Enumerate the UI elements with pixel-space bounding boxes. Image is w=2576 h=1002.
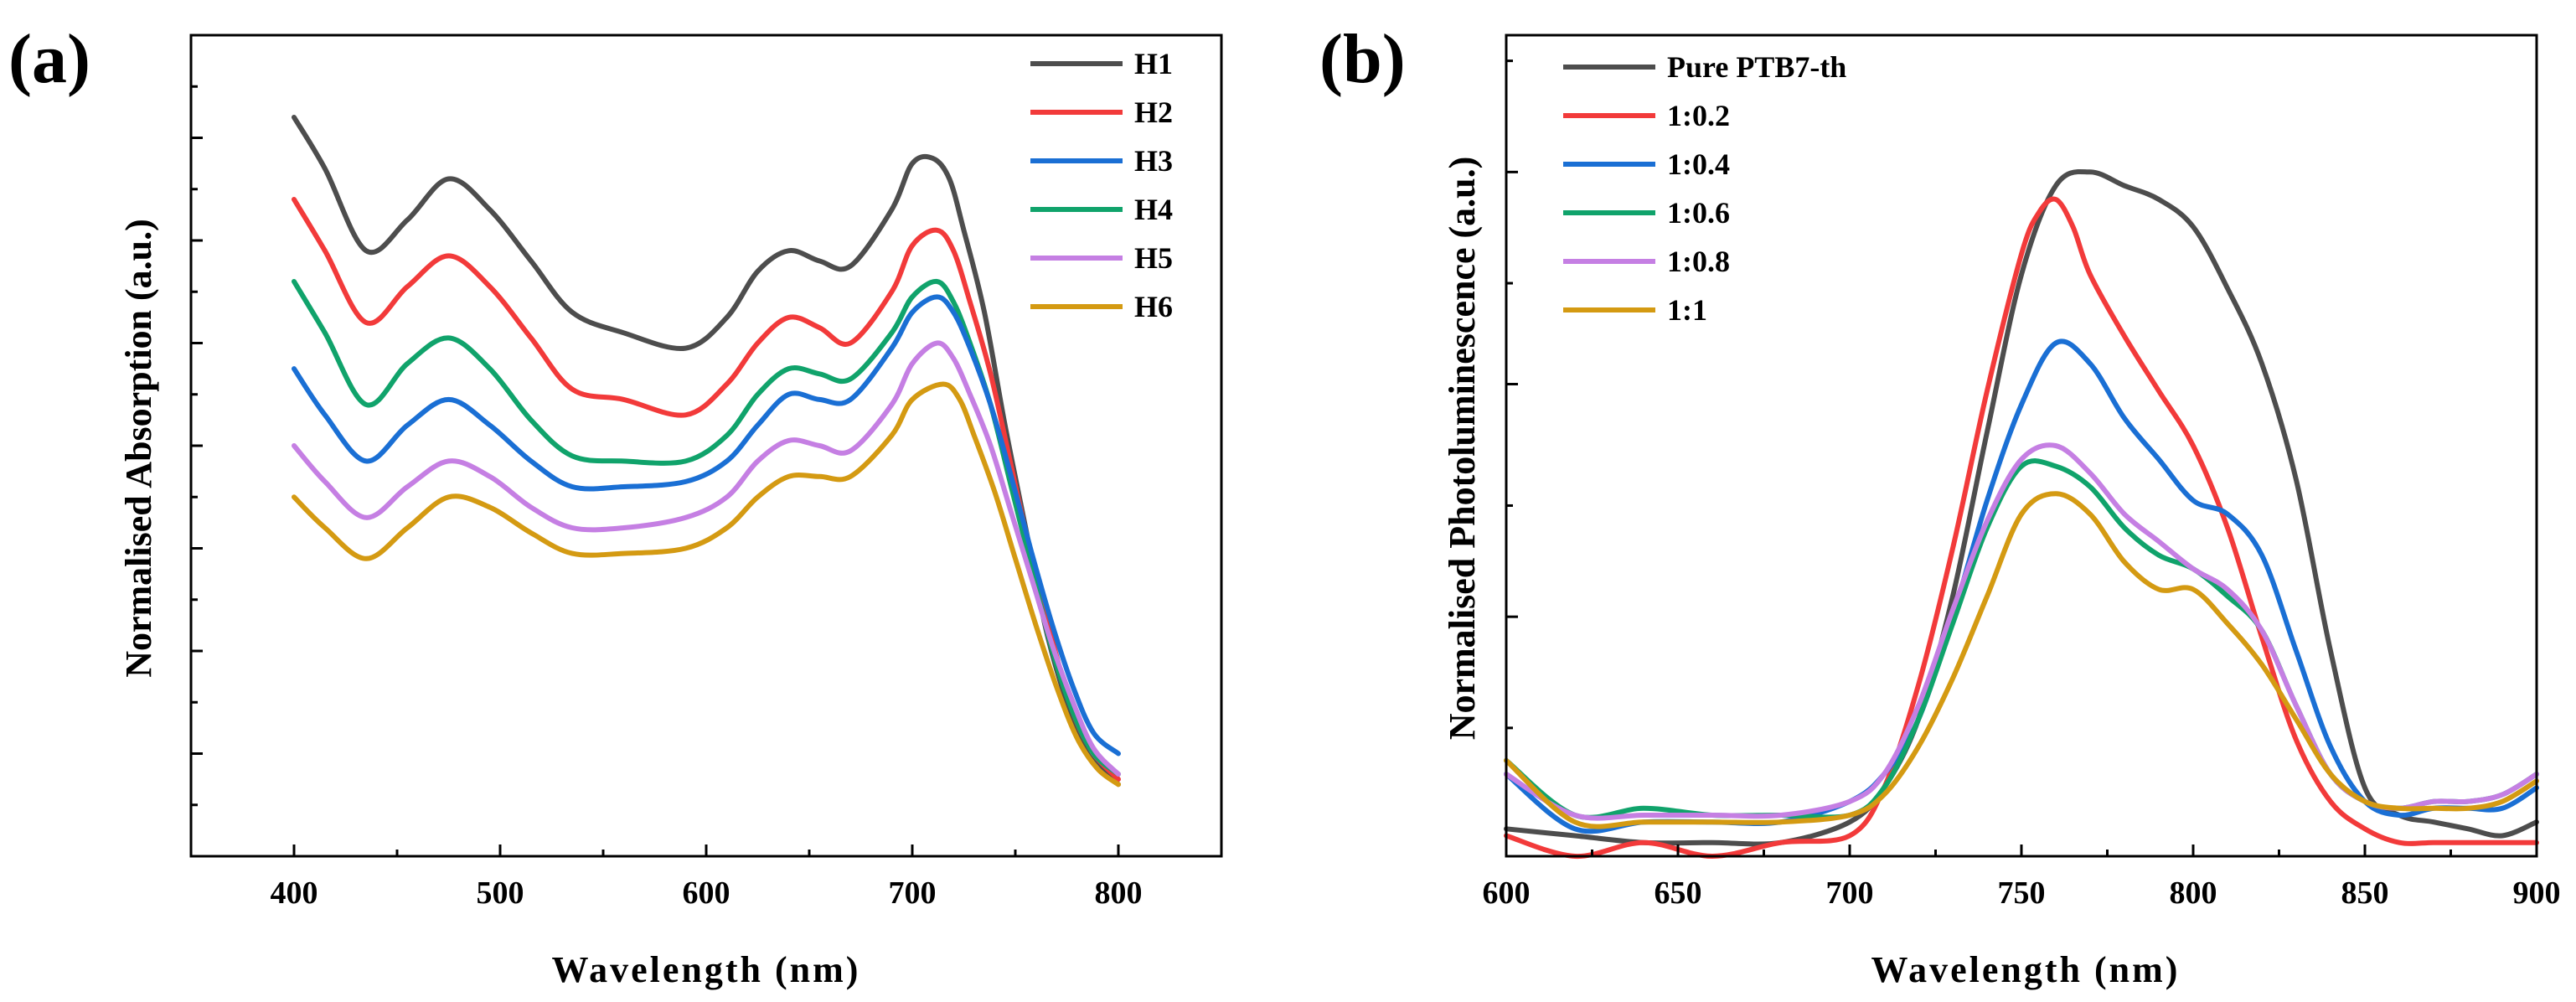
panel-a-label: (a) (8, 20, 90, 98)
panel-b-series-pure-ptb7-th (1504, 168, 2539, 847)
panel-b-xtick-label: 700 (1826, 875, 1874, 911)
panel-b-legend-label: 1:0.8 (1667, 245, 1730, 278)
panel-b-xtick-label: 650 (1655, 875, 1702, 911)
panel-a-xtick-label: 700 (889, 875, 937, 911)
panel-b-legend-label: Pure PTB7-th (1667, 50, 1846, 84)
panel-b-plot: 600 650 700 750 800 850 900 Pure PTB7-th 1:0.2 1:… (1483, 34, 2561, 911)
panel-b-legend-label: 1:0.4 (1667, 147, 1730, 181)
panel-a-series-h3 (292, 294, 1121, 757)
panel-a-legend-label: H2 (1134, 96, 1173, 129)
panel-a-legend-label: H4 (1134, 193, 1173, 226)
panel-a-legend-label: H6 (1134, 290, 1173, 323)
panel-a-series-h5 (292, 340, 1121, 777)
panel-b-legend-label: 1:0.2 (1667, 99, 1730, 132)
panel-a-legend-label: H3 (1134, 144, 1173, 178)
panel-b-xtick-label: 750 (1998, 875, 2046, 911)
panel-a-xtick-label: 500 (477, 875, 524, 911)
panel-a-ylabel: Normalised Absorption (a.u.) (118, 219, 159, 678)
panel-b-xtick-label: 600 (1483, 875, 1531, 911)
panel-b-axes-frame (1505, 34, 2538, 858)
panel-a-plot: 400 500 600 700 800 H1 H2 H3 H4 H5 H6 (189, 34, 1223, 911)
panel-b-series-1-1 (1504, 491, 2539, 829)
panel-a-xtick-label: 800 (1095, 875, 1143, 911)
panel-b-ylabel: Normalised Photoluminescence (a.u.) (1442, 157, 1483, 741)
panel-a-xtick-label: 400 (271, 875, 318, 911)
panel-b-xlabel: Wavelength (nm) (1871, 949, 2181, 990)
panel-a-xtick-label: 600 (683, 875, 730, 911)
panel-b-xtick-label: 900 (2513, 875, 2561, 911)
panel-b-series-1-0-8 (1504, 442, 2539, 821)
panel-b-series-1-0-4 (1504, 338, 2539, 834)
panel-a-legend-label: H1 (1134, 47, 1173, 80)
panel-b-xtick-label: 800 (2170, 875, 2217, 911)
panel-b-series-1-0-2 (1504, 196, 2539, 860)
panel-a-legend-label: H5 (1134, 241, 1173, 275)
panel-b-label: (b) (1319, 20, 1406, 98)
panel-b-legend-label: 1:1 (1667, 293, 1707, 327)
panel-a-series-h4 (292, 278, 1121, 777)
panel-a-series-h6 (292, 381, 1121, 788)
panel-a-xlabel: Wavelength (nm) (552, 949, 861, 990)
panel-b-legend-label: 1:0.6 (1667, 196, 1730, 230)
panel-b-xtick-label: 850 (2341, 875, 2389, 911)
